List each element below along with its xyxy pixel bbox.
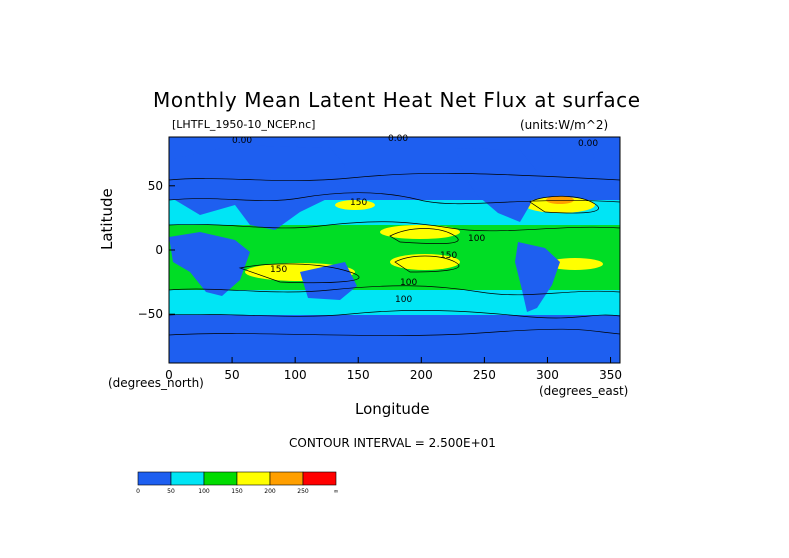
- eurasia-landmass: [169, 145, 345, 230]
- plot-area: [169, 137, 620, 363]
- colorbar: 0 50 100 150 200 250 ∞: [136, 471, 339, 495]
- field-patch-yellow: [335, 200, 375, 210]
- x-tick-label: 300: [536, 368, 559, 382]
- contour-label: 150: [350, 198, 367, 208]
- colorbar-level-label: 150: [231, 488, 243, 495]
- dataset-filename: [LHTFL_1950-10_NCEP.nc]: [172, 118, 316, 131]
- x-axis-units: (degrees_east): [539, 384, 629, 398]
- contour-label: 100: [395, 295, 412, 305]
- australia-landmass: [300, 262, 357, 300]
- colorbar-swatch: [269, 471, 304, 486]
- contour-label: 150: [270, 265, 287, 275]
- x-tick-label: 50: [224, 368, 239, 382]
- x-tick-label: 150: [347, 368, 370, 382]
- y-tick-label: 50: [148, 179, 163, 193]
- colorbar-swatch: [137, 471, 172, 486]
- colorbar-level-label: 250: [297, 488, 309, 495]
- chart-title: Monthly Mean Latent Heat Net Flux at sur…: [153, 88, 641, 112]
- x-tick-label: 100: [284, 368, 307, 382]
- x-tick-label: 250: [473, 368, 496, 382]
- colorbar-level-label: 100: [198, 488, 210, 495]
- contour-interval: CONTOUR INTERVAL = 2.500E+01: [289, 436, 496, 450]
- contour-label: 0.00: [232, 136, 252, 146]
- x-tick-label: 350: [599, 368, 622, 382]
- greenland-landmass: [548, 143, 595, 170]
- y-tick-label: 0: [155, 243, 163, 257]
- field-patch-orange: [546, 196, 574, 204]
- africa-landmass: [169, 232, 250, 296]
- contour-label-layer: 0.00 0.00 0.00 100 100 150 150 150 100: [232, 134, 598, 305]
- colorbar-level-label: 200: [264, 488, 276, 495]
- colorbar-swatch: [236, 471, 271, 486]
- contour-label: 100: [468, 234, 485, 244]
- y-axis: 50 0 −50: [138, 179, 175, 321]
- colorbar-level-label: 50: [167, 488, 175, 495]
- contour-lines: [169, 172, 620, 336]
- antarctica-region: [169, 318, 620, 363]
- y-tick-label: −50: [138, 307, 163, 321]
- contour-label: 0.00: [388, 134, 408, 144]
- field-patch-yellow: [547, 258, 603, 270]
- units-label: (units:W/m^2): [520, 118, 608, 132]
- field-patch-yellow: [380, 225, 460, 239]
- units-text: (units:W/m^2): [520, 118, 609, 132]
- x-axis: 0 50 100 150 200 250 300 350: [165, 357, 622, 382]
- x-tick-label: 0: [165, 368, 173, 382]
- field-patch-yellow: [390, 254, 460, 270]
- contour-label: 100: [400, 278, 417, 288]
- contour-label: 0.00: [578, 139, 598, 149]
- colorbar-swatch: [170, 471, 205, 486]
- colorbar-level-label: 0: [136, 488, 140, 495]
- north-america-landmass: [455, 148, 540, 222]
- colorbar-level-label: ∞: [334, 488, 339, 495]
- x-axis-title: Longitude: [355, 400, 430, 418]
- colorbar-swatch: [203, 471, 238, 486]
- colorbar-swatch: [302, 471, 337, 486]
- contour-label: 150: [440, 251, 457, 261]
- y-axis-units: (degrees_north): [108, 376, 204, 390]
- x-tick-label: 200: [410, 368, 433, 382]
